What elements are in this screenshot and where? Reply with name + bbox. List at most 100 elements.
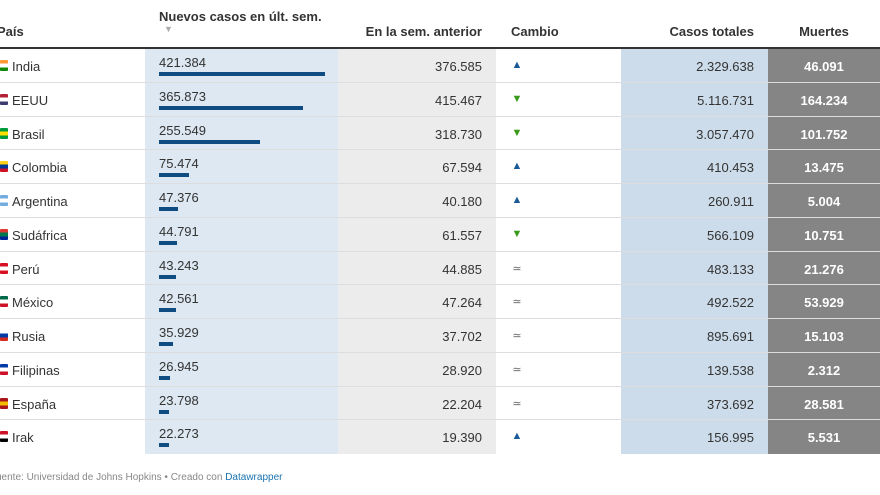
deaths-value: 46.091 [804, 59, 844, 74]
country-name: Filipinas [12, 362, 60, 378]
previous-week-value: 37.702 [442, 329, 482, 344]
change-up-icon: ▲ [511, 59, 523, 71]
total-cases-value: 3.057.470 [696, 126, 754, 142]
country-name: Rusia [12, 329, 46, 344]
table-row: Sudáfrica 44.791 61.557 ▼ 566.109 10.751 [0, 218, 880, 252]
new-cases-value: 22.273 [159, 426, 199, 442]
deaths-value: 10.751 [804, 227, 844, 243]
previous-week-value: 28.920 [442, 362, 482, 378]
new-cases-bar [159, 274, 176, 279]
new-cases-bar [159, 342, 173, 346]
country-name: EEUU [12, 92, 49, 108]
new-cases-value: 26.945 [159, 358, 199, 374]
flag-icon [0, 195, 8, 206]
previous-week-value: 67.594 [442, 160, 482, 176]
total-cases-value: 260.911 [707, 194, 754, 209]
change-up-icon: ▲ [511, 430, 523, 443]
new-cases-value: 47.376 [159, 190, 199, 205]
previous-week-value: 19.390 [442, 430, 482, 446]
new-cases-value: 42.561 [159, 291, 199, 307]
deaths-value: 5.004 [807, 194, 841, 209]
header-change[interactable]: Cambio [511, 24, 559, 39]
table-row: Perú 43.243 44.885 ≃ 483.133 21.276 [0, 252, 880, 286]
new-cases-bar [159, 443, 169, 448]
table-row: Rusia 35.929 37.702 ≃ 895.691 15.103 [0, 319, 880, 353]
new-cases-bar [159, 105, 303, 110]
change-down-icon: ▼ [511, 126, 523, 139]
table-row: India 421.384 376.585 ▲ 2.329.638 46.091 [0, 49, 880, 83]
new-cases-value: 44.791 [159, 223, 199, 239]
deaths-value: 164.234 [800, 92, 848, 108]
change-down-icon: ▼ [511, 92, 523, 105]
change-same-icon: ≃ [512, 296, 522, 309]
previous-week-value: 376.585 [435, 59, 482, 74]
flag-icon [0, 296, 8, 308]
table-row: EEUU 365.873 415.467 ▼ 5.116.731 164.234 [0, 83, 880, 117]
header-deaths[interactable]: Muertes [799, 24, 849, 39]
previous-week-value: 318.730 [435, 126, 482, 142]
previous-week-value: 22.204 [442, 396, 482, 412]
deaths-value: 53.929 [804, 295, 844, 311]
source-note: uente: Universidad de Johns Hopkins • Cr… [0, 472, 282, 483]
flag-icon [0, 60, 8, 71]
change-up-icon: ▲ [511, 194, 523, 206]
table-row: México 42.561 47.264 ≃ 492.522 53.929 [0, 285, 880, 319]
new-cases-value: 23.798 [159, 392, 199, 408]
country-name: México [12, 295, 54, 311]
country-name: Sudáfrica [12, 227, 67, 243]
table-row: Irak 22.273 19.390 ▲ 156.995 5.531 [0, 420, 880, 454]
new-cases-value: 255.549 [159, 122, 206, 138]
change-up-icon: ▲ [511, 160, 523, 173]
new-cases-bar [159, 72, 325, 76]
new-cases-value: 421.384 [159, 55, 206, 70]
flag-icon [0, 397, 8, 409]
flag-icon [0, 161, 8, 173]
new-cases-bar [159, 409, 169, 414]
change-same-icon: ≃ [512, 397, 522, 410]
table-row: Filipinas 26.945 28.920 ≃ 139.538 2.312 [0, 353, 880, 387]
new-cases-value: 75.474 [159, 156, 199, 172]
country-name: Argentina [12, 194, 68, 209]
change-down-icon: ▼ [511, 227, 523, 240]
header-total-cases[interactable]: Casos totales [669, 24, 754, 39]
country-name: Perú [12, 261, 40, 277]
previous-week-value: 44.885 [442, 261, 482, 277]
new-cases-bar [159, 173, 189, 178]
total-cases-column-background [621, 49, 768, 454]
new-cases-bar [159, 207, 178, 211]
deaths-value: 28.581 [804, 396, 844, 412]
flag-icon [0, 363, 8, 375]
header-previous-week[interactable]: En la sem. anterior [365, 24, 482, 39]
previous-week-value: 415.467 [435, 92, 482, 108]
total-cases-value: 5.116.731 [697, 92, 754, 108]
deaths-column-background [768, 49, 880, 454]
deaths-value: 2.312 [807, 362, 841, 378]
flag-icon [0, 330, 8, 341]
header-country[interactable]: País [0, 24, 24, 39]
total-cases-value: 566.109 [707, 227, 754, 243]
country-name: España [12, 396, 57, 412]
previous-week-value: 40.180 [442, 194, 482, 209]
country-name: India [12, 59, 41, 74]
total-cases-value: 373.692 [707, 396, 754, 412]
flag-icon [0, 127, 8, 139]
total-cases-value: 483.133 [707, 261, 754, 277]
deaths-value: 101.752 [800, 126, 848, 142]
table-row: Colombia 75.474 67.594 ▲ 410.453 13.475 [0, 150, 880, 184]
new-cases-value: 365.873 [159, 88, 206, 104]
total-cases-value: 139.538 [707, 362, 754, 378]
table-row: Argentina 47.376 40.180 ▲ 260.911 5.004 [0, 184, 880, 218]
total-cases-value: 156.995 [707, 430, 754, 446]
header-new-cases[interactable]: Nuevos casos en últ. sem. [159, 9, 322, 24]
new-cases-bar [159, 308, 176, 313]
source-text: uente: Universidad de Johns Hopkins • Cr… [0, 472, 226, 483]
previous-week-value: 61.557 [442, 227, 482, 243]
new-cases-bar [159, 375, 170, 380]
country-name: Brasil [12, 126, 45, 142]
deaths-value: 21.276 [804, 261, 844, 277]
datawrapper-link[interactable]: Datawrapper [225, 472, 283, 483]
change-same-icon: ≃ [512, 330, 522, 342]
sort-indicator-icon[interactable]: ▼ [164, 24, 173, 34]
new-cases-bar [159, 240, 177, 245]
deaths-value: 15.103 [804, 329, 844, 344]
